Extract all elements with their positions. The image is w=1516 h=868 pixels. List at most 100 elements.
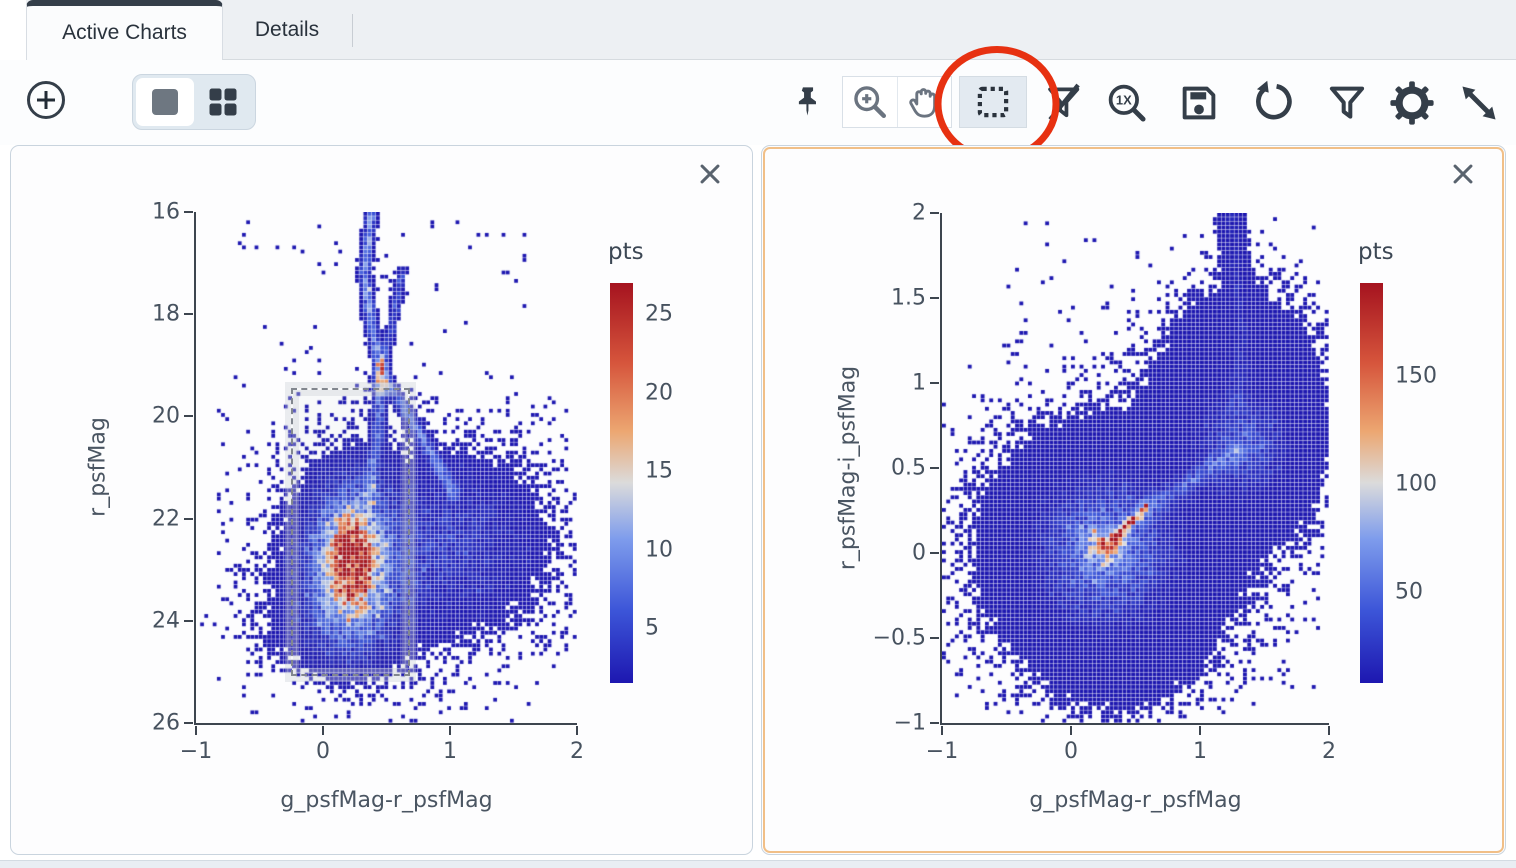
clear-filter-icon: [1048, 83, 1080, 121]
y-tick-label: 2: [912, 200, 926, 226]
y-tick: [184, 415, 193, 418]
y-tick-label: 1: [912, 370, 926, 396]
zoom-in-icon: [854, 86, 886, 119]
chart-card-cmd: r_psfMag −1 0 1 2 16 18 20 22 24 26 g_psfMag-r_ps…: [10, 145, 753, 855]
pan-tool-button[interactable]: [896, 77, 952, 127]
colorbar-title: pts: [608, 239, 644, 265]
y-tick: [930, 467, 939, 469]
x-tick: [321, 726, 324, 735]
tab-strip-gap: [0, 0, 26, 60]
y-tick: [930, 551, 939, 554]
y-tick-label: 0.5: [891, 455, 926, 481]
select-area-tool-button[interactable]: [959, 76, 1027, 128]
y-axis-title: r_psfMag: [85, 417, 111, 517]
y-tick-label: 24: [152, 608, 180, 634]
plot-area: −1 0 1 2 16 18 20 22 24 26: [152, 200, 584, 765]
x-tick-label: −1: [179, 739, 213, 764]
colorbar-tick-label: 20: [645, 380, 673, 406]
clear-filter-button[interactable]: [1038, 78, 1088, 128]
restore-chart-button[interactable]: [1248, 78, 1298, 128]
density-canvas[interactable]: [196, 212, 577, 723]
x-tick: [1198, 726, 1201, 735]
zoom-1x-icon: 1X: [1108, 84, 1146, 122]
x-axis-line: [194, 723, 577, 725]
chart-card-color-color: r_psfMag-i_psfMag −1 0 1 2 2 1.5 1 0.5 0 −0.5 −1 g…: [761, 145, 1506, 855]
colorbar-tick-label: 50: [1395, 579, 1423, 605]
y-tick-label: 26: [152, 710, 180, 736]
tab-divider: [352, 14, 353, 47]
grid-2x2-icon: [209, 88, 237, 116]
y-tick: [184, 313, 193, 316]
close-x-icon: [700, 164, 720, 184]
close-x-icon: [1453, 164, 1473, 184]
y-tick-label: 18: [152, 301, 180, 327]
y-tick: [930, 296, 939, 299]
tab-strip: Active Charts Details: [0, 0, 1516, 60]
x-tick-label: 1: [443, 739, 457, 764]
filter-button[interactable]: [1322, 78, 1372, 128]
colorbar-tick-label: 150: [1395, 363, 1437, 389]
x-tick: [1328, 726, 1330, 735]
colorbar: [1360, 283, 1383, 683]
settings-gear-icon: [1390, 81, 1434, 125]
tab-details-label: Details: [254, 18, 320, 41]
x-axis-line: [940, 723, 1329, 725]
x-tick: [941, 726, 943, 735]
colorbar-tick-label: 15: [645, 458, 673, 484]
add-chart-button[interactable]: [23, 77, 69, 123]
filter-icon: [1329, 86, 1365, 119]
pan-hand-icon: [909, 88, 937, 118]
colorbar: [610, 283, 633, 683]
colorbar-title: pts: [1358, 239, 1394, 265]
close-chart-button[interactable]: [1445, 156, 1481, 192]
charts-row: r_psfMag −1 0 1 2 16 18 20 22 24 26 g_psfMag-r_ps…: [10, 145, 1506, 855]
grid-view-button[interactable]: [194, 78, 252, 126]
save-icon: [1182, 86, 1216, 120]
y-tick: [930, 722, 939, 724]
x-tick-label: 2: [1322, 739, 1336, 764]
y-tick: [184, 211, 193, 213]
zoom-in-tool-button[interactable]: [843, 77, 897, 127]
save-chart-button[interactable]: [1174, 78, 1224, 128]
y-tick: [184, 619, 193, 622]
y-axis-line: [194, 212, 196, 725]
single-pane-icon: [152, 89, 178, 115]
y-tick-label: −0.5: [872, 625, 926, 651]
y-axis-line: [940, 213, 942, 725]
tab-details[interactable]: Details: [223, 0, 351, 60]
tab-active-charts-label: Active Charts: [62, 21, 187, 44]
expand-button[interactable]: [1454, 78, 1504, 128]
pin-button[interactable]: [786, 74, 830, 130]
single-view-button[interactable]: [136, 78, 194, 126]
zoom-original-button[interactable]: 1X: [1102, 78, 1152, 128]
density-canvas[interactable]: [942, 213, 1329, 723]
x-tick: [576, 726, 578, 735]
pin-icon: [798, 87, 816, 116]
y-tick: [930, 381, 939, 384]
colorbar-tick-label: 5: [645, 615, 659, 641]
y-axis-title: r_psfMag-i_psfMag: [835, 365, 861, 571]
x-axis-title: g_psfMag-r_psfMag: [280, 788, 493, 813]
bottom-strip: [0, 860, 1516, 868]
selection-rectangle[interactable]: [291, 388, 410, 676]
settings-button[interactable]: [1386, 78, 1438, 128]
x-tick: [1069, 726, 1072, 735]
x-tick: [448, 726, 451, 735]
expand-icon: [1462, 86, 1496, 120]
y-tick: [184, 517, 193, 520]
x-tick-label: −1: [925, 739, 959, 764]
x-tick-label: 0: [1063, 739, 1078, 764]
tab-active-charts[interactable]: Active Charts: [26, 0, 223, 60]
y-tick-label: 0: [912, 540, 926, 566]
plot-area: −1 0 1 2 2 1.5 1 0.5 0 −0.5 −1: [873, 201, 1336, 765]
x-tick-label: 1: [1192, 739, 1207, 764]
zoom-pan-tool-group: [842, 76, 952, 128]
close-chart-button[interactable]: [692, 156, 728, 192]
y-tick-label: 1.5: [891, 285, 926, 311]
x-tick-label: 0: [316, 739, 330, 764]
y-tick-label: 16: [152, 199, 180, 225]
restore-icon: [1256, 80, 1292, 120]
x-tick: [195, 726, 197, 735]
colorbar-tick-label: 25: [645, 301, 673, 327]
